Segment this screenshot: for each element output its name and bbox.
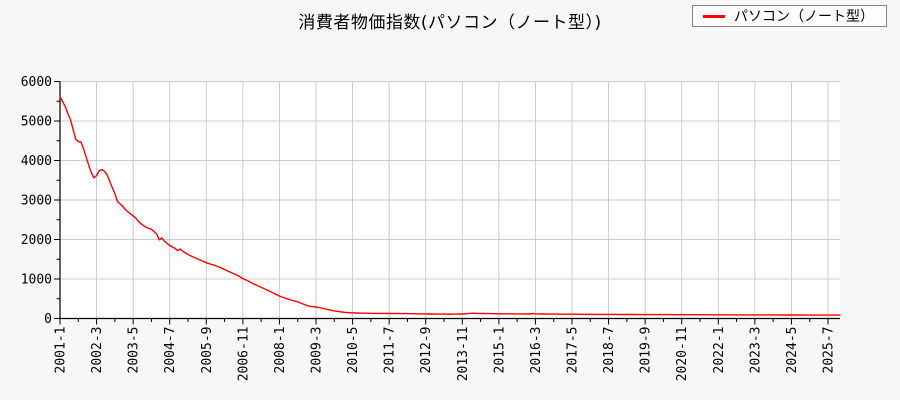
x-tick-label: 2019-9 xyxy=(639,327,654,374)
x-tick-label: 2023-3 xyxy=(748,327,763,374)
x-tick-label: 2016-3 xyxy=(529,327,544,374)
x-tick-label: 2022-1 xyxy=(712,327,727,374)
x-tick-label: 2012-9 xyxy=(419,327,434,374)
x-tick-label: 2005-9 xyxy=(200,327,215,374)
y-tick-label: 1000 xyxy=(21,273,52,288)
x-tick-label: 2009-3 xyxy=(310,327,325,374)
legend-label: パソコン（ノート型） xyxy=(734,9,874,25)
y-tick-label: 4000 xyxy=(21,154,52,169)
x-tick-label: 2010-5 xyxy=(346,327,361,374)
y-tick-label: 3000 xyxy=(21,194,52,209)
series-line-pc-note xyxy=(59,96,841,316)
y-tick-label: 0 xyxy=(44,312,52,327)
x-tick-label: 2015-1 xyxy=(492,327,507,374)
x-tick-label: 2024-5 xyxy=(785,327,800,374)
x-tick-label: 2004-7 xyxy=(163,327,178,374)
legend-line-marker xyxy=(703,14,725,18)
x-tick-label: 2006-11 xyxy=(236,327,251,382)
chart-title: 消費者物価指数(パソコン（ノート型）) xyxy=(298,13,602,33)
x-tick-label: 2002-3 xyxy=(90,327,105,374)
y-tick-label: 5000 xyxy=(21,115,52,130)
y-tick-label: 2000 xyxy=(21,233,52,248)
x-tick-label: 2018-7 xyxy=(602,327,617,374)
y-tick-label: 6000 xyxy=(21,75,52,90)
x-tick-label: 2020-11 xyxy=(675,327,690,382)
x-tick-label: 2025-7 xyxy=(822,327,837,374)
legend: パソコン（ノート型） xyxy=(692,5,887,27)
x-tick-label: 2001-1 xyxy=(54,327,69,374)
x-tick-label: 2017-5 xyxy=(566,327,581,374)
x-tick-label: 2003-5 xyxy=(127,327,142,374)
x-tick-label: 2013-11 xyxy=(456,327,471,382)
x-tick-label: 2008-1 xyxy=(273,327,288,374)
x-tick-label: 2011-7 xyxy=(383,327,398,374)
